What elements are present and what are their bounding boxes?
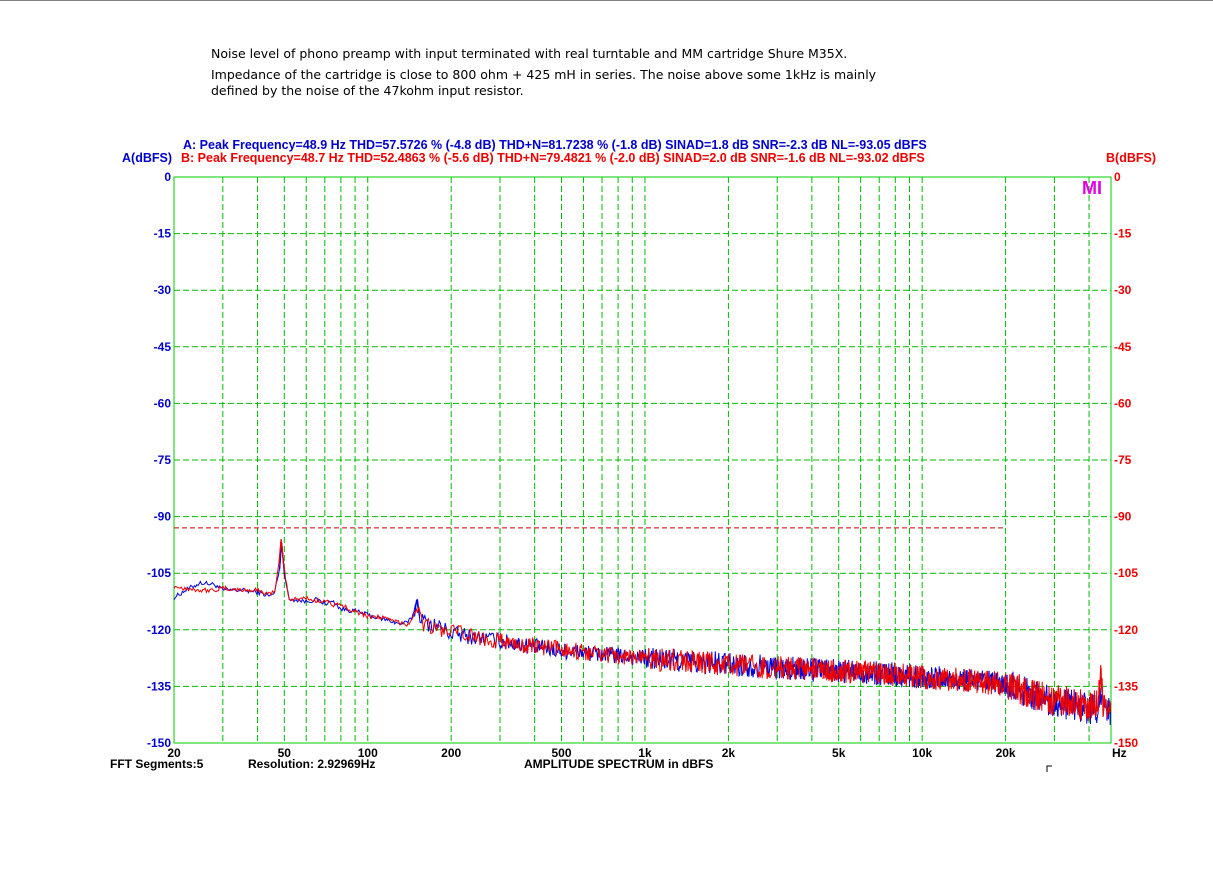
series-peak-b	[1099, 676, 1105, 708]
y-axis-label-left: A(dBFS)	[122, 151, 172, 165]
y-tick-left: -75	[154, 453, 172, 467]
resolution-label: Resolution: 2.92969Hz	[248, 757, 375, 771]
y-tick-left: -45	[154, 340, 172, 354]
x-tick-label: 100	[358, 746, 378, 760]
fft-segments-label: FFT Segments:5	[110, 757, 204, 771]
chart-caption: AMPLITUDE SPECTRUM in dBFS	[524, 757, 713, 771]
y-tick-left: -150	[147, 736, 171, 750]
series-peak-b	[1097, 676, 1102, 702]
y-tick-right: 0	[1114, 170, 1121, 184]
y-tick-right: -15	[1114, 227, 1132, 241]
note-line-2: Impedance of the cartridge is close to 8…	[211, 67, 877, 82]
x-tick-label: 20	[167, 746, 181, 760]
y-axis-label-right: B(dBFS)	[1106, 151, 1156, 165]
y-tick-left: -15	[154, 227, 172, 241]
header-line-b: B: Peak Frequency=48.7 Hz THD=52.4863 % …	[181, 151, 925, 165]
series-peak-b	[278, 539, 282, 562]
y-tick-labels: 0 0 -15 -15 -30 -30 -45 -45 -60 -60 -75 -75 -90 -90 -1…	[147, 170, 1138, 750]
y-tick-left: -90	[154, 510, 172, 524]
y-tick-right: -150	[1114, 736, 1138, 750]
series-group	[173, 539, 1112, 726]
series-peak-b	[280, 539, 285, 570]
note-line-1: Noise level of phono preamp with input t…	[211, 46, 848, 61]
y-tick-right: -75	[1114, 453, 1132, 467]
series-peak-a	[279, 542, 283, 570]
x-tick-label: 10k	[912, 746, 932, 760]
y-tick-left: -120	[147, 623, 171, 637]
y-tick-left: 0	[164, 170, 171, 184]
y-tick-left: -30	[154, 283, 172, 297]
series-line-a	[173, 545, 1112, 726]
x-tick-label: 500	[551, 746, 571, 760]
y-tick-right: -90	[1114, 510, 1132, 524]
header-line-a: A: Peak Frequency=48.9 Hz THD=57.5726 % …	[183, 138, 927, 152]
y-tick-right: -135	[1114, 679, 1138, 693]
x-tick-label: 50	[278, 746, 292, 760]
top-border	[0, 0, 1213, 1]
x-tick-label: 200	[441, 746, 461, 760]
y-tick-left: -135	[147, 679, 171, 693]
y-tick-left: -60	[154, 396, 172, 410]
series-line-b	[173, 541, 1112, 721]
y-tick-right: -30	[1114, 283, 1132, 297]
y-tick-right: -45	[1114, 340, 1132, 354]
x-tick-label: 5k	[832, 746, 846, 760]
plot-frame	[173, 176, 1112, 744]
x-unit-label: Hz	[1112, 746, 1127, 760]
x-tick-labels: 20 50 100 200 500 1k 2k 5k 10k 20k	[167, 746, 1016, 760]
x-tick-label: 1k	[638, 746, 652, 760]
logo-mark: MI	[1082, 178, 1102, 198]
corner-mark	[1046, 765, 1052, 772]
y-tick-right: -60	[1114, 396, 1132, 410]
y-tick-right: -105	[1114, 566, 1138, 580]
note-line-3: defined by the noise of the 47kohm input…	[211, 83, 524, 98]
y-tick-left: -105	[147, 566, 171, 580]
y-tick-right: -120	[1114, 623, 1138, 637]
grid	[174, 177, 1111, 743]
x-tick-label: 2k	[722, 746, 736, 760]
x-tick-label: 20k	[996, 746, 1016, 760]
